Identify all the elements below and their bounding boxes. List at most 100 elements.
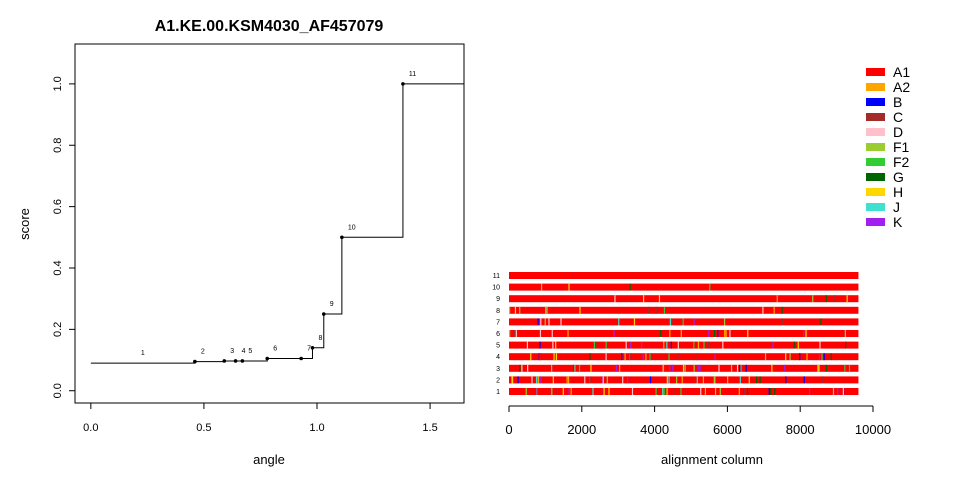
legend-swatch: [866, 188, 885, 196]
mismatch-stripe: [631, 388, 634, 395]
mismatch-stripe: [540, 318, 542, 326]
mismatch-stripe: [566, 376, 568, 384]
mismatch-stripe: [756, 376, 758, 384]
mismatch-stripe: [844, 364, 846, 372]
mismatch-stripe: [703, 341, 705, 349]
mismatch-stripe: [669, 318, 672, 326]
mismatch-stripe: [647, 306, 650, 314]
mismatch-stripe: [785, 376, 787, 384]
mismatch-stripe: [666, 341, 668, 349]
point-label: 8: [318, 335, 322, 342]
point-label: 3: [230, 348, 234, 355]
mismatch-stripe: [613, 330, 615, 337]
mismatch-stripe: [641, 341, 643, 349]
mismatch-stripe: [608, 388, 610, 395]
mismatch-stripe: [595, 341, 597, 349]
data-point: [340, 235, 344, 240]
mismatch-stripe: [545, 306, 547, 314]
row-label: 4: [496, 354, 500, 361]
row-label: 3: [496, 366, 500, 373]
mismatch-stripe: [823, 353, 825, 361]
mismatch-stripe: [668, 353, 670, 361]
mismatch-stripe: [803, 330, 805, 337]
mismatch-stripe: [622, 376, 624, 384]
mismatch-stripe: [825, 364, 827, 372]
mismatch-stripe: [629, 353, 631, 361]
x-tick-label: 1.0: [309, 422, 324, 434]
mismatch-stripe: [772, 341, 774, 349]
row-label: 7: [496, 319, 500, 326]
mismatch-stripe: [670, 341, 672, 349]
mismatch-stripe: [603, 388, 605, 395]
mismatch-stripe: [655, 388, 657, 395]
x-tick-label: 4000: [640, 422, 669, 437]
mismatch-stripe: [764, 353, 767, 361]
mismatch-stripe: [684, 364, 686, 372]
mismatch-stripe: [784, 364, 786, 372]
legend-label: F2: [893, 154, 910, 170]
x-axis-label: angle: [253, 452, 285, 467]
mismatch-stripe: [776, 295, 778, 303]
mismatch-stripe: [709, 283, 711, 291]
legend-label: G: [893, 169, 904, 185]
mismatch-stripe: [540, 376, 542, 384]
mismatch-stripe: [700, 388, 702, 395]
mismatch-stripe: [593, 341, 596, 349]
row-label: 9: [496, 296, 500, 303]
mismatch-stripe: [539, 341, 541, 349]
data-point: [233, 359, 238, 363]
data-point: [401, 82, 405, 86]
legend-swatch: [866, 128, 885, 136]
mismatch-stripe: [649, 376, 652, 384]
mismatch-stripe: [771, 364, 773, 372]
mismatch-stripe: [666, 376, 668, 384]
mismatch-stripe: [513, 330, 515, 337]
mismatch-stripe: [555, 353, 558, 361]
mismatch-stripe: [664, 388, 666, 395]
mismatch-stripe: [671, 318, 673, 326]
alignment-row: [509, 272, 859, 279]
mismatch-stripe: [509, 330, 511, 337]
data-point: [265, 356, 270, 361]
legend-swatch: [866, 143, 885, 151]
mismatch-stripe: [521, 364, 523, 372]
data-point: [193, 359, 197, 364]
mismatch-stripe: [606, 376, 608, 384]
mismatch-stripe: [713, 330, 716, 337]
mismatch-stripe: [546, 306, 548, 314]
mismatch-stripe: [573, 364, 575, 372]
mismatch-stripe: [736, 364, 739, 372]
alignment-row: [509, 341, 859, 349]
mismatch-stripe: [680, 330, 682, 337]
mismatch-stripe: [602, 376, 604, 384]
mismatch-stripe: [551, 330, 553, 337]
mismatch-stripe: [589, 353, 591, 361]
point-label: 2: [201, 349, 205, 356]
mismatch-stripe: [683, 388, 685, 395]
legend-swatch: [866, 98, 885, 106]
x-tick-label: 8000: [786, 422, 815, 437]
mismatch-stripe: [820, 318, 822, 326]
mismatch-stripe: [578, 364, 581, 372]
data-point: [240, 359, 245, 363]
legend-swatch: [866, 218, 885, 226]
mismatch-stripe: [615, 364, 617, 372]
mismatch-stripe: [697, 341, 700, 349]
mismatch-stripe: [537, 376, 540, 384]
mismatch-stripe: [642, 353, 644, 361]
mismatch-stripe: [614, 295, 616, 303]
mismatch-stripe: [605, 341, 607, 349]
mismatch-stripe: [531, 376, 533, 384]
mismatch-stripe: [619, 364, 621, 372]
legend-label: J: [893, 199, 900, 215]
data-point: [299, 356, 303, 361]
mismatch-stripe: [714, 376, 716, 384]
legend-swatch: [866, 68, 885, 76]
mismatch-stripe: [846, 295, 848, 303]
legend-swatch: [866, 203, 885, 211]
mismatch-stripe: [605, 353, 607, 361]
mismatch-stripe: [714, 353, 716, 361]
mismatch-stripe: [669, 330, 671, 337]
score-plot: A1.KE.00.KSM4030_AF457079 angle score 0.…: [17, 18, 465, 467]
